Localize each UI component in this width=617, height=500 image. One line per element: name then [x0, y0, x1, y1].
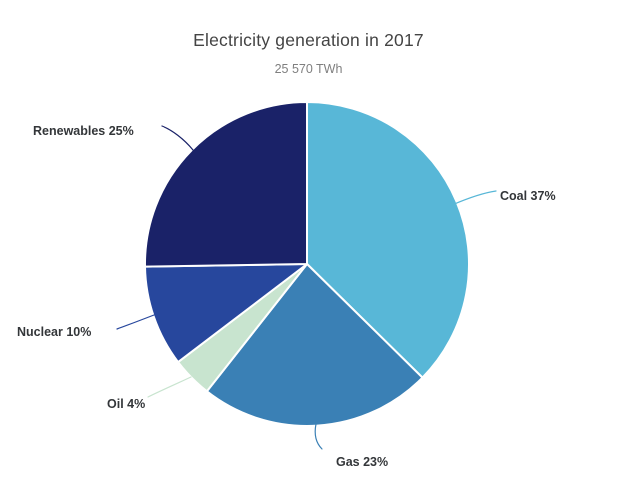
leader-lines: [116, 125, 497, 450]
leader-line-renewables: [161, 125, 194, 151]
pie-slice-renewables[interactable]: [143, 101, 308, 268]
slice-label-renewables: Renewables 25%: [33, 124, 134, 138]
leader-line-coal: [451, 190, 497, 206]
pie-slice-nuclear[interactable]: [144, 263, 308, 364]
slice-label-nuclear: Nuclear 10%: [17, 325, 92, 339]
leader-line-oil: [147, 376, 192, 398]
slice-label-gas: Gas 23%: [336, 455, 389, 469]
slice-label-oil: Oil 4%: [107, 397, 146, 411]
slice-label-coal: Coal 37%: [500, 189, 556, 203]
chart-title: Electricity generation in 2017: [193, 30, 424, 50]
pie-slice-gas[interactable]: [205, 263, 424, 427]
leader-line-gas: [314, 423, 323, 450]
pie-slices: [143, 101, 471, 427]
chart-subtitle: 25 570 TWh: [274, 62, 343, 76]
pie-slice-coal[interactable]: [306, 101, 471, 379]
leader-line-nuclear: [116, 314, 155, 330]
